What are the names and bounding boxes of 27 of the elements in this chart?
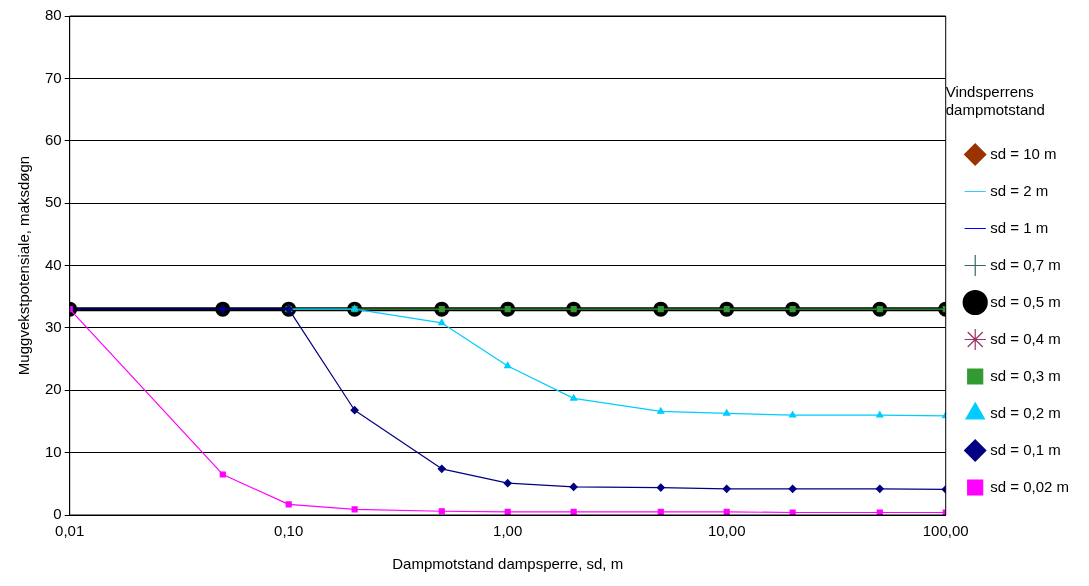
y-tick-label: 60 — [45, 130, 62, 148]
legend-label: sd = 0,2 m — [990, 403, 1061, 421]
x-tick-label: 0,10 — [274, 522, 304, 540]
legend-label: sd = 0,4 m — [990, 329, 1061, 347]
legend-label: sd = 10 m — [990, 144, 1057, 162]
y-axis-title: Muggvekstpotensiale, maksdøgn — [15, 155, 33, 376]
y-tick-label: 70 — [45, 68, 62, 86]
y-tick-label: 10 — [45, 442, 62, 460]
legend-label: sd = 1 m — [990, 218, 1049, 236]
y-tick-label: 30 — [45, 318, 62, 336]
legend-label: sd = 0,02 m — [990, 477, 1069, 495]
legend-label: sd = 2 m — [990, 181, 1049, 199]
y-tick-label: 40 — [45, 255, 62, 273]
legend-title: Vindsperrens dampmotstand — [945, 82, 1045, 118]
legend-label: sd = 0,1 m — [990, 440, 1061, 458]
x-axis-title: Dampmotstand dampsperre, sd, m — [392, 555, 624, 573]
x-tick-label: 1,00 — [493, 522, 523, 540]
x-tick-label: 10,00 — [707, 522, 746, 540]
legend-label: sd = 0,3 m — [990, 366, 1061, 384]
y-tick-label: 0 — [53, 505, 62, 523]
y-tick-label: 80 — [45, 6, 62, 24]
y-tick-label: 20 — [45, 380, 62, 398]
x-tick-label: 100,00 — [922, 522, 969, 540]
legend-label: sd = 0,7 m — [990, 255, 1061, 273]
x-tick-label: 0,01 — [55, 522, 85, 540]
y-tick-label: 50 — [45, 193, 62, 211]
legend-label: sd = 0,5 m — [990, 292, 1061, 310]
